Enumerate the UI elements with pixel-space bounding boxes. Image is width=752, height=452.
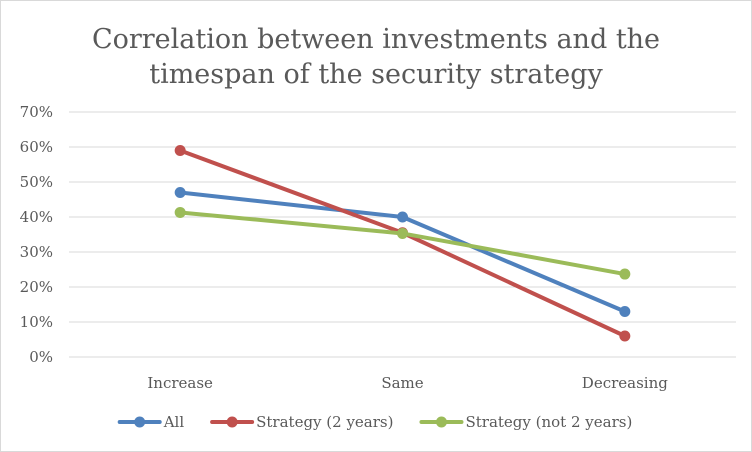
y-tick-label: 70%	[20, 103, 53, 121]
y-tick-label: 40%	[20, 208, 53, 226]
y-tick-label: 50%	[20, 173, 53, 191]
legend-label: Strategy (2 years)	[256, 413, 393, 431]
legend: All Strategy (2 years) Strategy (not 2 yea…	[117, 413, 632, 431]
legend-swatch-marker	[134, 416, 146, 428]
series-lines	[174, 145, 631, 342]
legend-label: All	[163, 413, 185, 431]
data-point	[397, 227, 408, 239]
legend-swatch-marker	[226, 416, 238, 428]
data-point	[397, 211, 408, 223]
y-tick-label: 30%	[20, 243, 53, 261]
y-tick-label: 10%	[20, 313, 53, 331]
data-point	[619, 268, 631, 280]
x-tick-label: Decreasing	[582, 374, 668, 392]
y-tick-label: 0%	[29, 348, 53, 366]
x-tick-label: Same	[381, 374, 423, 392]
y-tick-label: 60%	[20, 138, 53, 156]
data-point	[174, 145, 186, 156]
chart-title-line-2: timespan of the security strategy	[149, 59, 603, 90]
chart-title-line-1: Correlation between investments and the	[92, 24, 660, 55]
x-axis-tick-labels: Increase Same Decreasing	[147, 374, 668, 392]
data-point	[619, 330, 631, 342]
data-point	[174, 187, 186, 198]
legend-swatch-marker	[435, 416, 447, 428]
legend-label: Strategy (not 2 years)	[465, 413, 632, 431]
x-tick-label: Increase	[147, 374, 213, 392]
data-point	[174, 206, 186, 218]
data-point	[619, 306, 631, 317]
y-axis-tick-labels: 0% 10% 20% 30% 40% 50% 60% 70%	[20, 103, 53, 366]
series-line	[178, 148, 627, 338]
y-tick-label: 20%	[20, 278, 53, 296]
